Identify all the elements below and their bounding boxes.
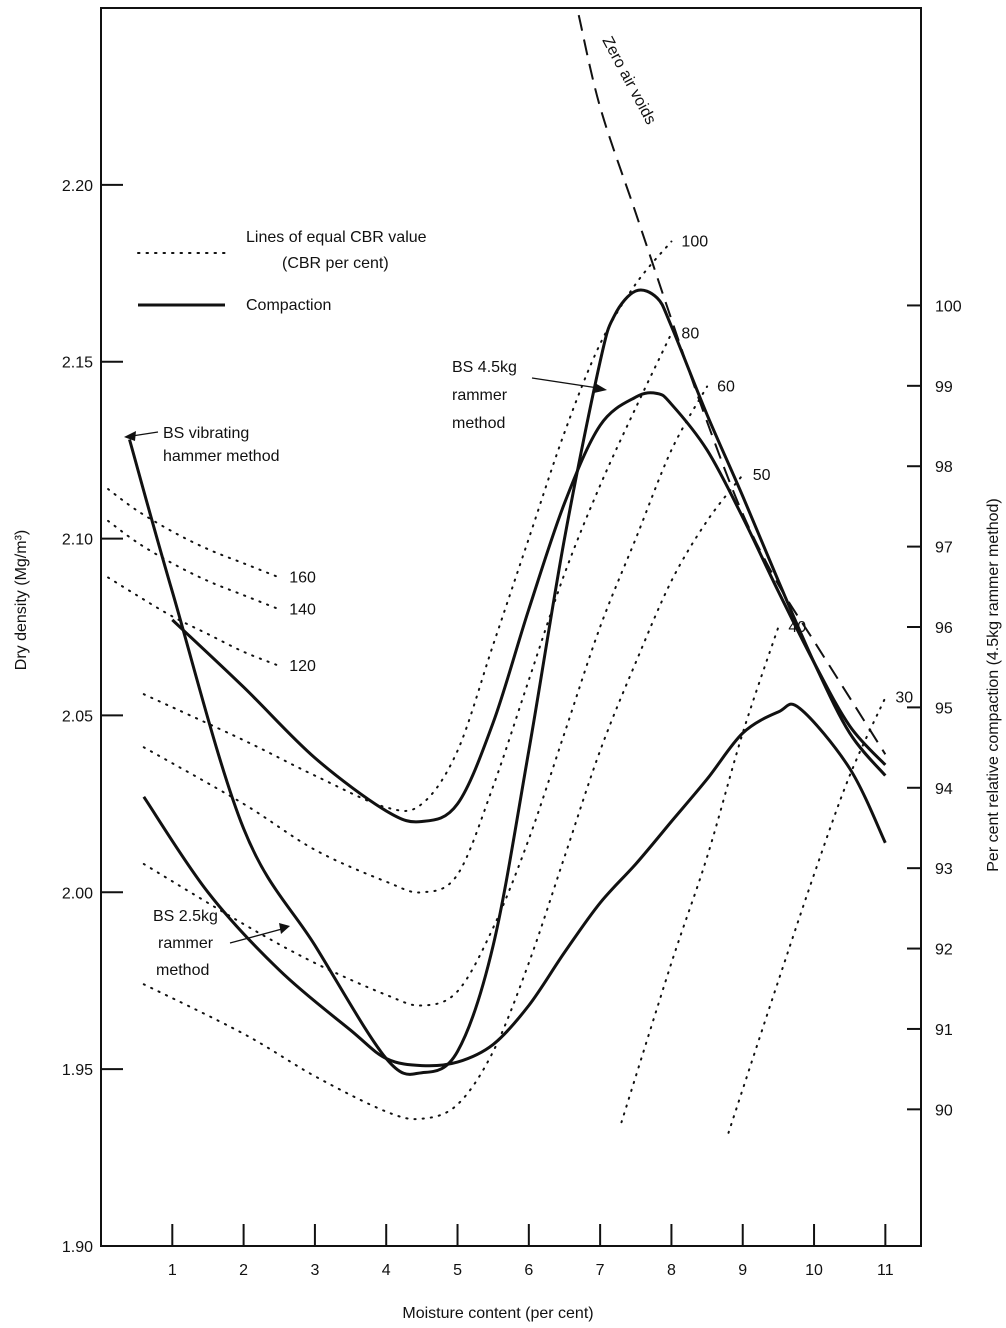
annotation-vibrating-line1: BS vibrating <box>163 425 249 442</box>
x-tick-label-10: 10 <box>805 1262 823 1279</box>
annotation-vibrating-line2: hammer method <box>163 448 280 465</box>
y2-tick-label-91: 91 <box>935 1022 953 1039</box>
y2-tick-label-92: 92 <box>935 942 953 959</box>
y-tick-label-1.90: 1.90 <box>62 1239 93 1256</box>
y-tick-label-2.15: 2.15 <box>62 355 93 372</box>
x-tick-label-11: 11 <box>877 1262 894 1279</box>
annotation-vibrating-arrowhead <box>124 431 136 441</box>
series-bs-4-5kg-rammer-method <box>171 391 887 824</box>
annotation-25-line2: rammer <box>158 935 214 952</box>
y2-tick-label-93: 93 <box>935 861 953 878</box>
zero-air-voids-label: Zero air voids <box>598 34 659 128</box>
annotation-45-line3: method <box>452 415 505 432</box>
y2-tick-label-95: 95 <box>935 700 953 717</box>
annotation-4-5kg-rammer: BS 4.5kg rammer method <box>452 359 607 432</box>
cbr-label-140: 140 <box>289 601 316 618</box>
y2-tick-label-96: 96 <box>935 620 953 637</box>
cbr-line-100 <box>142 240 673 812</box>
cbr-label-30: 30 <box>895 690 913 707</box>
annotation-45-arrow <box>531 377 599 389</box>
cbr-line-50 <box>142 473 744 1121</box>
y2-tick-label-99: 99 <box>935 379 953 396</box>
series-bs-vibrating-hammer-method <box>128 288 887 1076</box>
annotation-25-arrow <box>229 928 283 944</box>
y-tick-label-1.95: 1.95 <box>62 1062 93 1079</box>
annotation-25-line1: BS 2.5kg <box>153 908 218 925</box>
annotation-vibrating-hammer: BS vibrating hammer method <box>124 425 280 465</box>
y2-tick-label-94: 94 <box>935 781 953 798</box>
cbr-line-60 <box>142 385 709 1007</box>
x-tick-label-9: 9 <box>738 1262 747 1279</box>
annotation-25-arrowhead <box>279 923 290 934</box>
x-tick-label-4: 4 <box>382 1262 391 1279</box>
cbr-line-140 <box>107 519 281 611</box>
cbr-label-50: 50 <box>753 467 771 484</box>
y2-tick-label-97: 97 <box>935 540 953 557</box>
series-bs-2-5kg-rammer-method <box>142 702 887 1068</box>
y-tick-label-2.10: 2.10 <box>62 532 93 549</box>
cbr-label-80: 80 <box>681 325 699 342</box>
y-axis-label: Dry density (Mg/m³) <box>13 530 30 670</box>
x-tick-label-1: 1 <box>168 1262 177 1279</box>
cbr-label-100: 100 <box>681 233 708 250</box>
y2-tick-label-90: 90 <box>935 1102 953 1119</box>
cbr-line-40 <box>620 626 780 1124</box>
annotation-vibrating-arrow <box>131 431 159 437</box>
y-tick-label-2.20: 2.20 <box>62 178 93 195</box>
legend-cbr-label: Lines of equal CBR value <box>246 229 427 246</box>
x-tick-label-3: 3 <box>310 1262 319 1279</box>
legend-cbr-sublabel: (CBR per cent) <box>282 255 389 272</box>
y-tick-label-2.05: 2.05 <box>62 708 93 725</box>
y-tick-label-2.00: 2.00 <box>62 885 93 902</box>
legend: Lines of equal CBR value (CBR per cent) … <box>137 229 427 314</box>
cbr-label-120: 120 <box>289 658 316 675</box>
annotation-45-arrowhead <box>594 383 607 393</box>
annotation-45-line1: BS 4.5kg <box>452 359 517 376</box>
y2-axis-label: Per cent relative compaction (4.5kg ramm… <box>985 498 1002 871</box>
annotation-25-line3: method <box>156 962 209 979</box>
cbr-line-160 <box>107 488 281 579</box>
cbr-line-80 <box>142 332 673 894</box>
cbr-line-120 <box>107 576 281 667</box>
annotation-2-5kg-rammer: BS 2.5kg rammer method <box>153 908 290 979</box>
x-tick-label-5: 5 <box>453 1262 462 1279</box>
legend-compaction-label: Compaction <box>246 297 331 314</box>
cbr-label-60: 60 <box>717 378 735 395</box>
axes-layer: 1 2 3 4 5 6 7 8 9 10 11 1.90 1.95 2.00 2.05 2.10 2.15 2.2… <box>62 178 962 1279</box>
y2-tick-label-98: 98 <box>935 459 953 476</box>
annotation-45-line2: rammer <box>452 387 508 404</box>
x-tick-label-6: 6 <box>524 1262 533 1279</box>
x-tick-label-8: 8 <box>667 1262 676 1279</box>
x-tick-label-7: 7 <box>596 1262 605 1279</box>
x-axis-label: Moisture content (per cent) <box>402 1305 593 1322</box>
cbr-label-160: 160 <box>289 569 316 586</box>
cbr-line-30 <box>727 696 887 1134</box>
x-tick-label-2: 2 <box>239 1262 248 1279</box>
y2-tick-label-100: 100 <box>935 298 962 315</box>
